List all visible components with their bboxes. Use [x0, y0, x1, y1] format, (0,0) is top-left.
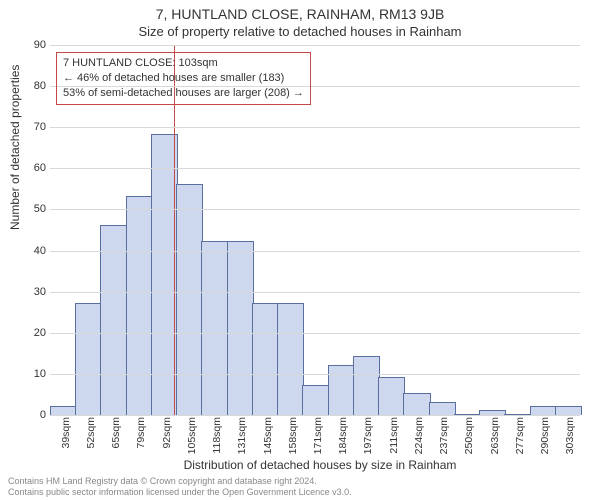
grid-line [50, 209, 580, 210]
xtick-label: 290sqm [539, 417, 551, 454]
grid-line [50, 415, 580, 416]
bar [227, 241, 254, 415]
bar [429, 402, 456, 415]
annotation-box: 7 HUNTLAND CLOSE: 103sqm ← 46% of detach… [56, 52, 311, 105]
bar [555, 406, 582, 415]
footer-line-2: Contains public sector information licen… [8, 487, 592, 498]
bar [50, 406, 77, 415]
ytick-label: 70 [22, 121, 46, 133]
grid-line [50, 374, 580, 375]
footer-line-1: Contains HM Land Registry data © Crown c… [8, 476, 592, 487]
ytick-label: 10 [22, 368, 46, 380]
bar [302, 385, 329, 415]
ytick-label: 60 [22, 162, 46, 174]
bar [328, 365, 355, 415]
bar [75, 303, 102, 415]
xtick-label: 79sqm [135, 417, 147, 449]
xtick-label: 211sqm [388, 417, 400, 454]
bar [100, 225, 127, 415]
ytick-label: 50 [22, 203, 46, 215]
xtick-label: 277sqm [514, 417, 526, 454]
xtick-label: 39sqm [60, 417, 72, 449]
ytick-label: 90 [22, 39, 46, 51]
bar [126, 196, 153, 415]
xtick-label: 158sqm [287, 417, 299, 454]
footer-attribution: Contains HM Land Registry data © Crown c… [8, 476, 592, 499]
ytick-label: 40 [22, 245, 46, 257]
bar [530, 406, 557, 415]
xtick-label: 145sqm [262, 417, 274, 454]
xtick-label: 263sqm [489, 417, 501, 454]
ytick-label: 30 [22, 286, 46, 298]
ytick-label: 20 [22, 327, 46, 339]
histogram-chart: 7, HUNTLAND CLOSE, RAINHAM, RM13 9JB Siz… [0, 0, 600, 500]
ytick-label: 80 [22, 80, 46, 92]
xtick-label: 105sqm [186, 417, 198, 454]
bar [252, 303, 279, 415]
grid-line [50, 45, 580, 46]
xtick-label: 250sqm [463, 417, 475, 454]
xtick-label: 224sqm [413, 417, 425, 454]
xtick-label: 303sqm [564, 417, 576, 454]
annotation-line-1: 7 HUNTLAND CLOSE: 103sqm [63, 56, 304, 71]
xtick-label: 237sqm [438, 417, 450, 454]
y-axis-label: Number of detached properties [8, 65, 22, 230]
grid-line [50, 251, 580, 252]
xtick-label: 184sqm [337, 417, 349, 454]
ytick-label: 0 [22, 409, 46, 421]
grid-line [50, 333, 580, 334]
xtick-label: 131sqm [236, 417, 248, 454]
bar [201, 241, 228, 415]
xtick-label: 52sqm [85, 417, 97, 449]
grid-line [50, 292, 580, 293]
xtick-label: 92sqm [161, 417, 173, 449]
bar [353, 356, 380, 415]
grid-line [50, 127, 580, 128]
xtick-label: 65sqm [110, 417, 122, 449]
grid-line [50, 168, 580, 169]
annotation-line-2: ← 46% of detached houses are smaller (18… [63, 71, 304, 86]
xtick-label: 197sqm [362, 417, 374, 454]
bar [378, 377, 405, 415]
xtick-label: 118sqm [211, 417, 223, 454]
bar [277, 303, 304, 415]
chart-subtitle: Size of property relative to detached ho… [0, 24, 600, 39]
bar [403, 393, 430, 415]
x-axis-label: Distribution of detached houses by size … [20, 458, 600, 472]
xtick-label: 171sqm [312, 417, 324, 454]
annotation-line-3: 53% of semi-detached houses are larger (… [63, 86, 304, 101]
bar [176, 184, 203, 415]
chart-title: 7, HUNTLAND CLOSE, RAINHAM, RM13 9JB [0, 6, 600, 22]
